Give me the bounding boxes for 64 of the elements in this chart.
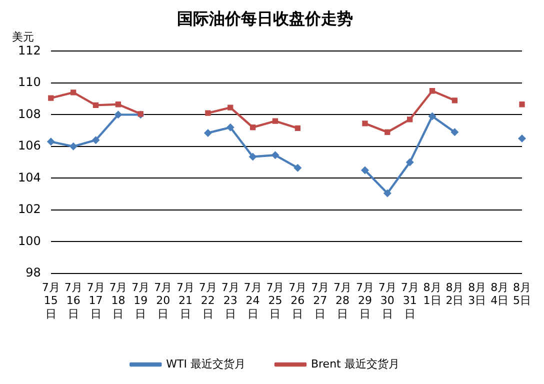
point xyxy=(272,118,278,124)
point xyxy=(384,129,390,135)
x-tick-label: 7月25日 xyxy=(266,280,284,320)
x-tick-label: 7月28日 xyxy=(334,280,352,320)
x-tick-label: 7月30日 xyxy=(378,280,396,320)
point xyxy=(450,128,459,136)
point xyxy=(204,128,212,137)
x-tick-label: 8月1日 xyxy=(423,280,442,308)
x-tick-label: 7月22日 xyxy=(198,280,217,320)
x-tick-label: 8月2日 xyxy=(446,280,464,308)
point xyxy=(46,138,55,146)
point xyxy=(362,120,368,126)
point xyxy=(92,102,99,108)
y-tick-label: 100 xyxy=(18,234,41,248)
x-tick-label: 7月24日 xyxy=(244,280,262,320)
x-tick-label: 8月5日 xyxy=(513,280,531,308)
chart-title: 国际油价每日收盘价走势 xyxy=(177,8,353,28)
x-tick-label: 7月26日 xyxy=(288,280,307,320)
x-tick-label: 7月15日 xyxy=(42,280,60,320)
x-tick-label: 7月27日 xyxy=(311,280,330,320)
y-tick-label: 108 xyxy=(18,106,41,121)
y-tick-label: 102 xyxy=(18,202,41,216)
point xyxy=(452,98,458,104)
point xyxy=(407,116,413,122)
point xyxy=(250,124,256,130)
x-tick-label: 7月20日 xyxy=(154,280,172,320)
point xyxy=(271,151,280,160)
point xyxy=(205,110,211,116)
x-tick-label: 7月23日 xyxy=(221,280,240,320)
x-tick-label: 7月21日 xyxy=(176,280,195,320)
point xyxy=(429,88,436,94)
point xyxy=(248,152,257,161)
x-tick-label: 7月18日 xyxy=(109,280,128,320)
x-tick-label: 7月29日 xyxy=(356,280,374,320)
y-tick-label: 112 xyxy=(18,43,41,58)
point xyxy=(226,123,234,132)
x-tick-label: 8月4日 xyxy=(490,280,509,308)
x-tick-label: 7月31日 xyxy=(400,280,419,320)
point xyxy=(428,112,436,120)
y-tick-label: 98 xyxy=(26,266,41,280)
point xyxy=(519,102,525,108)
point xyxy=(360,166,369,174)
x-tick-label: 8月3日 xyxy=(468,280,486,308)
point xyxy=(70,90,76,96)
point xyxy=(69,142,78,150)
y-axis-title: 美元 xyxy=(12,30,34,44)
point xyxy=(383,189,392,198)
x-tick-label: 7月17日 xyxy=(86,280,105,320)
point xyxy=(406,158,414,166)
point xyxy=(228,104,234,110)
point xyxy=(114,110,122,119)
point xyxy=(294,125,300,132)
point xyxy=(115,102,122,108)
point xyxy=(294,164,302,172)
point xyxy=(92,136,100,144)
point xyxy=(48,95,54,101)
legend-label: Brent 最近交货月 xyxy=(310,357,400,370)
y-tick-label: 106 xyxy=(18,138,41,153)
y-tick-label: 110 xyxy=(18,75,41,90)
point xyxy=(518,134,526,142)
legend-label: WTI 最近交货月 xyxy=(166,357,246,370)
x-tick-label: 7月19日 xyxy=(132,280,150,320)
x-tick-label: 7月16日 xyxy=(64,280,82,320)
y-tick-label: 104 xyxy=(18,170,41,184)
